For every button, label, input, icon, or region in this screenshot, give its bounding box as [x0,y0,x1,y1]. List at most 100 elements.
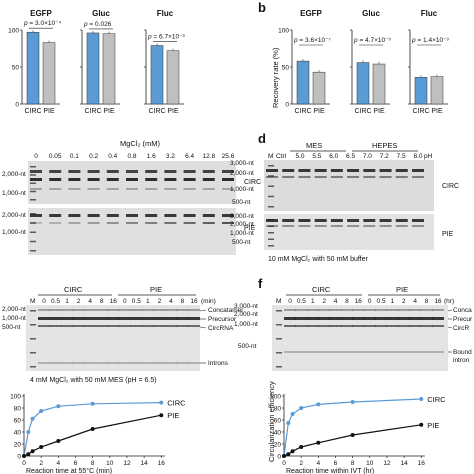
lane-label: 16 [434,298,442,305]
gel-band [84,325,97,327]
gel-band [188,309,200,311]
gel-band [222,178,234,181]
gel-band [432,317,444,320]
gel-band [306,325,319,327]
x-category-label: PIE [43,108,55,115]
gel-e-image [26,305,200,371]
x-tick-label: 14 [401,460,409,467]
x-tick-label: 14 [141,460,149,467]
gel-band [164,188,177,190]
lane-label: 2 [77,298,81,305]
data-point-pie [419,422,424,427]
gel-f-bands [284,309,444,353]
gel-band [282,169,295,172]
lane-label: 4 [169,298,173,305]
gel-band [266,176,278,178]
gel-e-group-pie: PIE [150,285,162,294]
x-category-label: CIRC [24,108,41,115]
gel-e-band-annotations: Concatamer Precursor CircRNA Introns [199,307,244,367]
y-tick-label: 80 [274,405,282,412]
gel-band [363,176,376,178]
gel-band [130,325,143,327]
lane-label: 8 [100,298,104,305]
gel-band [397,325,410,327]
y-tick-label: 80 [14,405,22,412]
gel-band [30,214,42,217]
gel-band [397,317,410,320]
ladder-band [30,199,36,201]
lane-label: 1 [146,298,150,305]
gel-band [49,222,62,224]
lane-label: 5.0 [295,153,304,160]
gel-band [363,325,376,327]
gel-band [329,351,342,353]
gel-band [68,170,81,173]
bar-pie [312,71,326,105]
ladder-band [276,352,282,354]
x-tick-label: 16 [158,460,166,467]
gel-band [318,317,331,320]
gel-band [153,325,166,327]
lane-label: 6.4 [185,153,194,160]
gel-d-circ-bands [266,169,424,178]
data-point-pie [30,449,35,454]
ladder-band [268,206,274,208]
gel-d-caption: 10 mM MgCl₂ with 50 mM buffer [268,256,369,263]
gel-d-row-circ: CIRC [442,183,459,190]
ladder-band [30,222,36,224]
gel-e-lane-m: M [30,298,35,305]
gel-band [153,317,166,320]
data-point-pie [159,413,164,418]
gel-band [164,178,177,181]
data-point-circ [290,412,295,416]
lane-label: 1.6 [147,153,156,160]
x-category-label: PIE [431,108,443,115]
bar-chart-gluc-a: Gluc CIRC PIE p = 0.026 [80,9,120,115]
gel-band [395,219,408,222]
lane-label: 4 [413,298,417,305]
gel-c: MgCl₂ (mM) 0 0.05 0.1 0.2 0.4 0.8 1.6 3.2 6.4 12.… [2,139,261,255]
ladder-band [268,225,274,227]
ladder-band [268,238,274,240]
gel-band [130,309,143,311]
gel-c-marker-2000: 2,000-nt [2,171,26,178]
gel-band [72,317,85,320]
gel-band [306,351,319,353]
x-category-label: PIE [103,108,115,115]
bar-chart-fluc-b: Fluc CIRC PIE p = 1.4×10⁻³ [408,9,450,115]
gel-band [126,188,138,190]
lane-label: 2 [402,298,406,305]
gel-f-marker-1000: 1,000-nt [234,321,258,328]
bar-circ [26,31,40,105]
gel-band [188,325,200,327]
gel-band [330,169,343,172]
gel-f-band-annotations: Conca Precur CircR Bound intron [447,307,473,364]
gel-band [318,351,331,353]
gel-f-band-concatamer: Conca [453,307,472,314]
bar-pie [42,42,56,105]
data-point-pie [286,452,291,457]
ladder-band [276,324,282,326]
lane-label: 6.0 [329,153,338,160]
gel-band [84,362,97,364]
gel-e-band-introns: Introns [208,360,229,367]
x-tick-label: 16 [418,460,426,467]
gel-band [352,309,365,311]
ladder-band [30,213,36,215]
x-tick-label: 0 [282,460,286,467]
ladder-band [30,324,36,326]
ladder-band [268,175,274,177]
gel-band [87,170,100,173]
y-tick-label: 100 [8,28,19,35]
gel-band [176,309,189,311]
recovery-rate-axis-label: Recovery rate (%) [271,47,280,108]
lane-label: 2 [158,298,162,305]
gel-c-bottom-marker-2000: 2,000-nt [2,212,26,219]
chart-title: EGFP [30,9,52,18]
x-tick-label: 8 [351,460,355,467]
gel-band [347,169,360,172]
data-point-pie [22,454,26,458]
gel-band [49,188,62,190]
gel-band [386,309,399,311]
